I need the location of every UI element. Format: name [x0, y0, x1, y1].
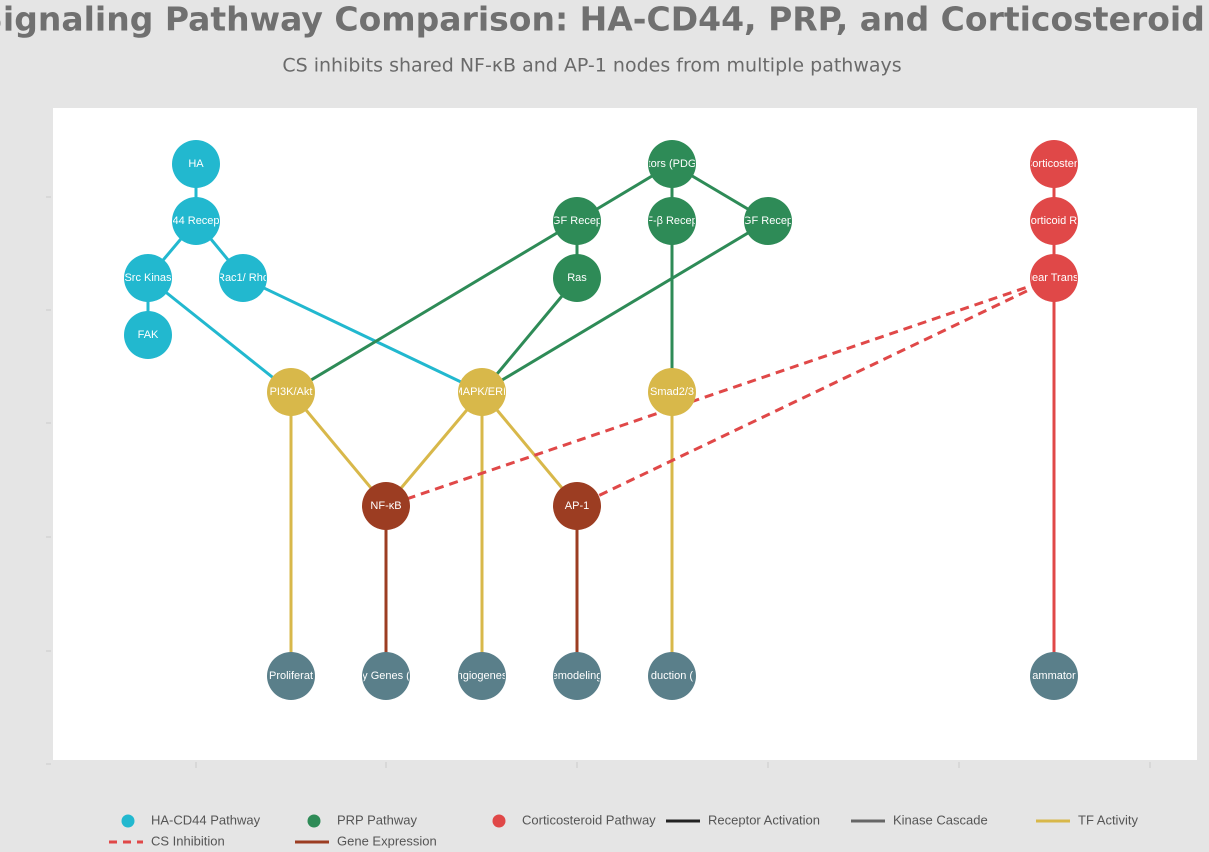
node-label: lear Trans	[1030, 272, 1079, 284]
node-label: FAK	[138, 329, 159, 341]
node	[458, 652, 506, 700]
node	[362, 482, 410, 530]
node-label: emodeling	[552, 670, 603, 682]
node-label: MAPK/ERK	[454, 386, 512, 398]
node	[172, 197, 220, 245]
node-label: y Genes (	[362, 670, 410, 682]
edge	[480, 277, 579, 393]
legend-label: PRP Pathway	[337, 812, 417, 827]
legend-marker	[492, 814, 506, 828]
node-label: ngiogenes	[457, 670, 508, 682]
legend-label: TF Activity	[1078, 812, 1138, 827]
node	[219, 254, 267, 302]
node	[267, 652, 315, 700]
legend-label: Gene Expression	[337, 833, 437, 848]
legend-label: Kinase Cascade	[893, 812, 988, 827]
nodes: HA 44 Recep Src Kinas Rac1/ Rho FAK tors (PDG…	[124, 140, 1083, 700]
title: Signaling Pathway Comparison: HA-CD44, P…	[0, 0, 1205, 39]
subtitle: CS inhibits shared NF-κB and AP-1 nodes …	[282, 55, 901, 77]
node	[648, 197, 696, 245]
node	[1030, 197, 1078, 245]
edge	[290, 219, 578, 394]
node-label: GF Recep	[552, 215, 602, 227]
legend-label: CS Inhibition	[151, 833, 225, 848]
legend-label: Corticosteroid Pathway	[522, 812, 656, 827]
node-label: AP-1	[565, 500, 589, 512]
node-label: Smad2/3	[650, 386, 694, 398]
node-label: Proliferat	[269, 670, 313, 682]
legend: HA-CD44 Pathway PRP Pathway Corticosteroid…	[109, 812, 1138, 848]
edge	[481, 219, 769, 394]
inhibition-edge	[385, 276, 1055, 508]
node-label: 44 Recep	[172, 215, 219, 227]
node	[553, 197, 601, 245]
node-label: ammator	[1032, 670, 1076, 682]
node-label: GF Recep	[743, 215, 793, 227]
node-label: Ras	[567, 272, 587, 284]
inhibition-edge	[576, 276, 1055, 508]
legend-marker	[121, 814, 135, 828]
node-label: Corticostero	[1024, 158, 1083, 170]
edge	[289, 391, 388, 507]
legend-marker	[307, 814, 321, 828]
edge	[147, 276, 292, 394]
edge	[480, 391, 579, 507]
node	[1030, 652, 1078, 700]
plot-area	[53, 108, 1197, 760]
node-label: HA	[188, 158, 204, 170]
node	[1030, 140, 1078, 188]
legend-label: Receptor Activation	[708, 812, 820, 827]
node	[1030, 254, 1078, 302]
node-label: PI3K/Akt	[270, 386, 313, 398]
node-label: F-β Recep	[646, 215, 698, 227]
node-label: Rac1/ Rho	[217, 272, 269, 284]
legend-label: HA-CD44 Pathway	[151, 812, 261, 827]
node	[553, 254, 601, 302]
node	[458, 368, 506, 416]
node-label: duction (	[651, 670, 694, 682]
edge	[384, 391, 484, 507]
node-label: NF-κB	[370, 500, 401, 512]
node	[648, 368, 696, 416]
node	[648, 140, 696, 188]
node	[553, 482, 601, 530]
node-label: Src Kinas	[124, 272, 172, 284]
axis-ticks	[46, 196, 1151, 768]
node	[124, 254, 172, 302]
node	[172, 140, 220, 188]
edge	[242, 276, 483, 394]
node-label: orticoid R	[1031, 215, 1078, 227]
node	[744, 197, 792, 245]
node	[648, 652, 696, 700]
node	[553, 652, 601, 700]
node	[124, 311, 172, 359]
node	[362, 652, 410, 700]
node-label: tors (PDG	[648, 158, 697, 170]
node	[267, 368, 315, 416]
